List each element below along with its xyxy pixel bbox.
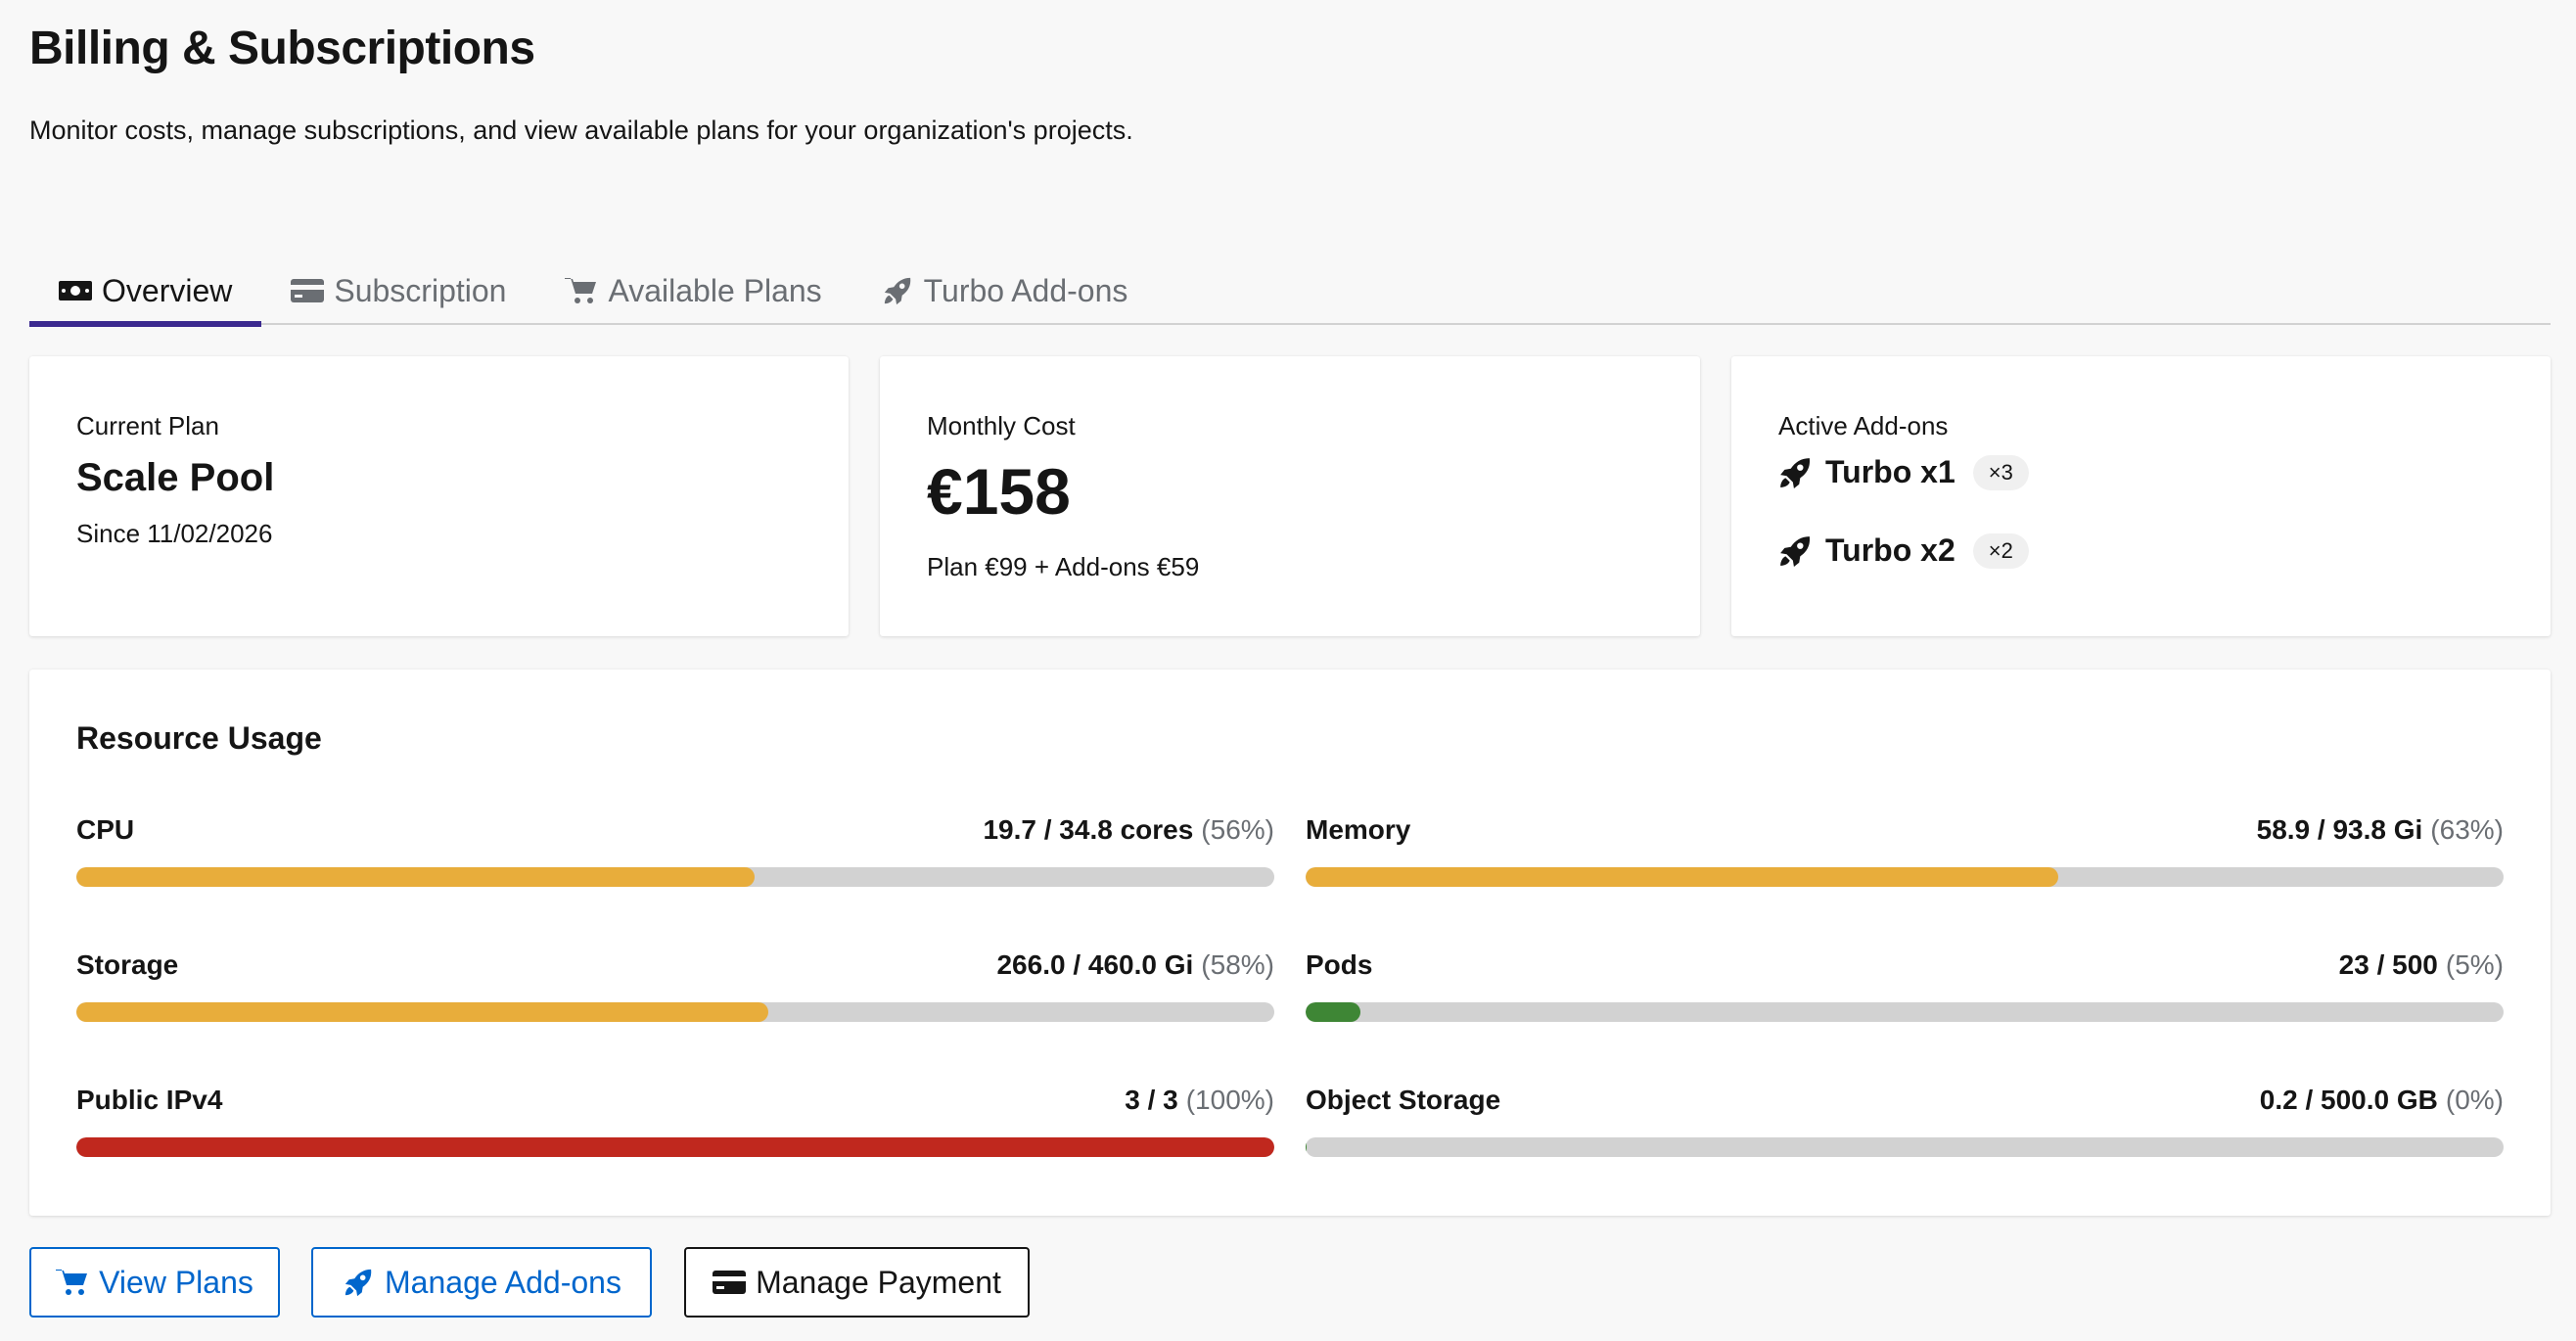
addon-count-badge: ×3 — [1972, 454, 2029, 490]
progress-bar-fill — [76, 1002, 769, 1022]
money-bill-icon — [59, 281, 92, 301]
usage-meter-cpu: CPU 19.7 / 34.8 cores (56%) — [76, 814, 1274, 887]
page-description: Monitor costs, manage subscriptions, and… — [29, 116, 1133, 145]
tab-turbo-addons[interactable]: Turbo Add-ons — [851, 256, 1158, 325]
usage-meter-object-storage: Object Storage 0.2 / 500.0 GB (0%) — [1306, 1085, 2504, 1157]
progress-bar — [1306, 1002, 2504, 1022]
addon-name: Turbo x2 — [1825, 532, 1955, 568]
meter-percent: (56%) — [1201, 814, 1274, 845]
meter-percent: (5%) — [2445, 949, 2504, 980]
plan-name: Scale Pool — [76, 456, 275, 499]
progress-bar — [76, 1002, 1274, 1022]
manage-payment-label: Manage Payment — [756, 1264, 1001, 1300]
addon-item: Turbo x2 ×2 — [1778, 532, 2029, 569]
tab-available-plans[interactable]: Available Plans — [535, 256, 851, 325]
credit-card-icon — [713, 1271, 747, 1294]
progress-bar-fill — [76, 1137, 1274, 1157]
meter-percent: (100%) — [1185, 1085, 1274, 1115]
meter-value: 3 / 3 — [1125, 1085, 1178, 1115]
usage-meter-public-ipv4: Public IPv4 3 / 3 (100%) — [76, 1085, 1274, 1157]
manage-addons-button[interactable]: Manage Add-ons — [311, 1247, 652, 1318]
cost-breakdown: Plan €99 + Add-ons €59 — [927, 552, 1200, 581]
progress-bar-fill — [1306, 867, 2058, 887]
monthly-cost-label: Monthly Cost — [927, 411, 1076, 440]
progress-bar — [76, 867, 1274, 887]
monthly-cost-value: €158 — [927, 455, 1071, 528]
meter-percent: (58%) — [1201, 949, 1274, 980]
rocket-icon — [345, 1269, 372, 1297]
resource-usage-title: Resource Usage — [76, 720, 322, 756]
monthly-cost-card: Monthly Cost €158 Plan €99 + Add-ons €59 — [880, 356, 1700, 636]
current-plan-card: Current Plan Scale Pool Since 11/02/2026 — [29, 356, 849, 636]
current-plan-label: Current Plan — [76, 411, 219, 440]
rocket-icon — [884, 277, 910, 305]
meter-name: CPU — [76, 814, 135, 845]
tab-overview[interactable]: Overview — [29, 256, 262, 327]
rocket-icon — [1780, 457, 1811, 488]
tab-turbo-addons-label: Turbo Add-ons — [923, 272, 1128, 308]
meter-name: Memory — [1306, 814, 1411, 845]
progress-bar — [1306, 1137, 2504, 1157]
meter-value: 19.7 / 34.8 cores — [983, 814, 1194, 845]
shopping-cart-icon — [565, 278, 597, 303]
tab-subscription[interactable]: Subscription — [261, 256, 535, 325]
credit-card-icon — [291, 279, 325, 302]
meter-value: 0.2 / 500.0 GB — [2259, 1085, 2438, 1115]
meter-value: 266.0 / 460.0 Gi — [996, 949, 1194, 980]
shopping-cart-icon — [56, 1270, 88, 1295]
meter-name: Object Storage — [1306, 1085, 1501, 1115]
plan-since-date: Since 11/02/2026 — [76, 519, 273, 548]
view-plans-label: View Plans — [99, 1264, 253, 1300]
active-addons-label: Active Add-ons — [1778, 411, 1949, 440]
tab-available-plans-label: Available Plans — [608, 272, 822, 308]
rocket-icon — [1780, 535, 1811, 567]
progress-bar — [1306, 867, 2504, 887]
tab-subscription-label: Subscription — [334, 272, 507, 308]
meter-value: 23 / 500 — [2338, 949, 2438, 980]
progress-bar-fill — [76, 867, 755, 887]
meter-name: Storage — [76, 949, 179, 980]
view-plans-button[interactable]: View Plans — [29, 1247, 280, 1318]
billing-tabs: Overview Subscription Available Plans Tu… — [29, 256, 2551, 327]
meter-value: 58.9 / 93.8 Gi — [2256, 814, 2423, 845]
tab-overview-label: Overview — [102, 272, 233, 308]
meter-name: Public IPv4 — [76, 1085, 223, 1115]
meter-percent: (0%) — [2445, 1085, 2504, 1115]
manage-payment-button[interactable]: Manage Payment — [684, 1247, 1030, 1318]
usage-meter-pods: Pods 23 / 500 (5%) — [1306, 949, 2504, 1022]
addon-count-badge: ×2 — [1972, 532, 2029, 569]
addon-name: Turbo x1 — [1825, 454, 1955, 489]
progress-bar-fill — [1306, 1002, 1361, 1022]
meter-name: Pods — [1306, 949, 1373, 980]
page-title: Billing & Subscriptions — [29, 23, 535, 74]
usage-meter-memory: Memory 58.9 / 93.8 Gi (63%) — [1306, 814, 2504, 887]
meter-percent: (63%) — [2430, 814, 2504, 845]
active-addons-card: Active Add-ons Turbo x1 ×3 Turbo x2 ×2 — [1731, 356, 2551, 636]
manage-addons-label: Manage Add-ons — [385, 1264, 621, 1300]
resource-usage-card: Resource Usage CPU 19.7 / 34.8 cores (56%… — [29, 670, 2551, 1216]
addon-item: Turbo x1 ×3 — [1778, 454, 2029, 490]
progress-bar — [76, 1137, 1274, 1157]
usage-meter-storage: Storage 266.0 / 460.0 Gi (58%) — [76, 949, 1274, 1022]
